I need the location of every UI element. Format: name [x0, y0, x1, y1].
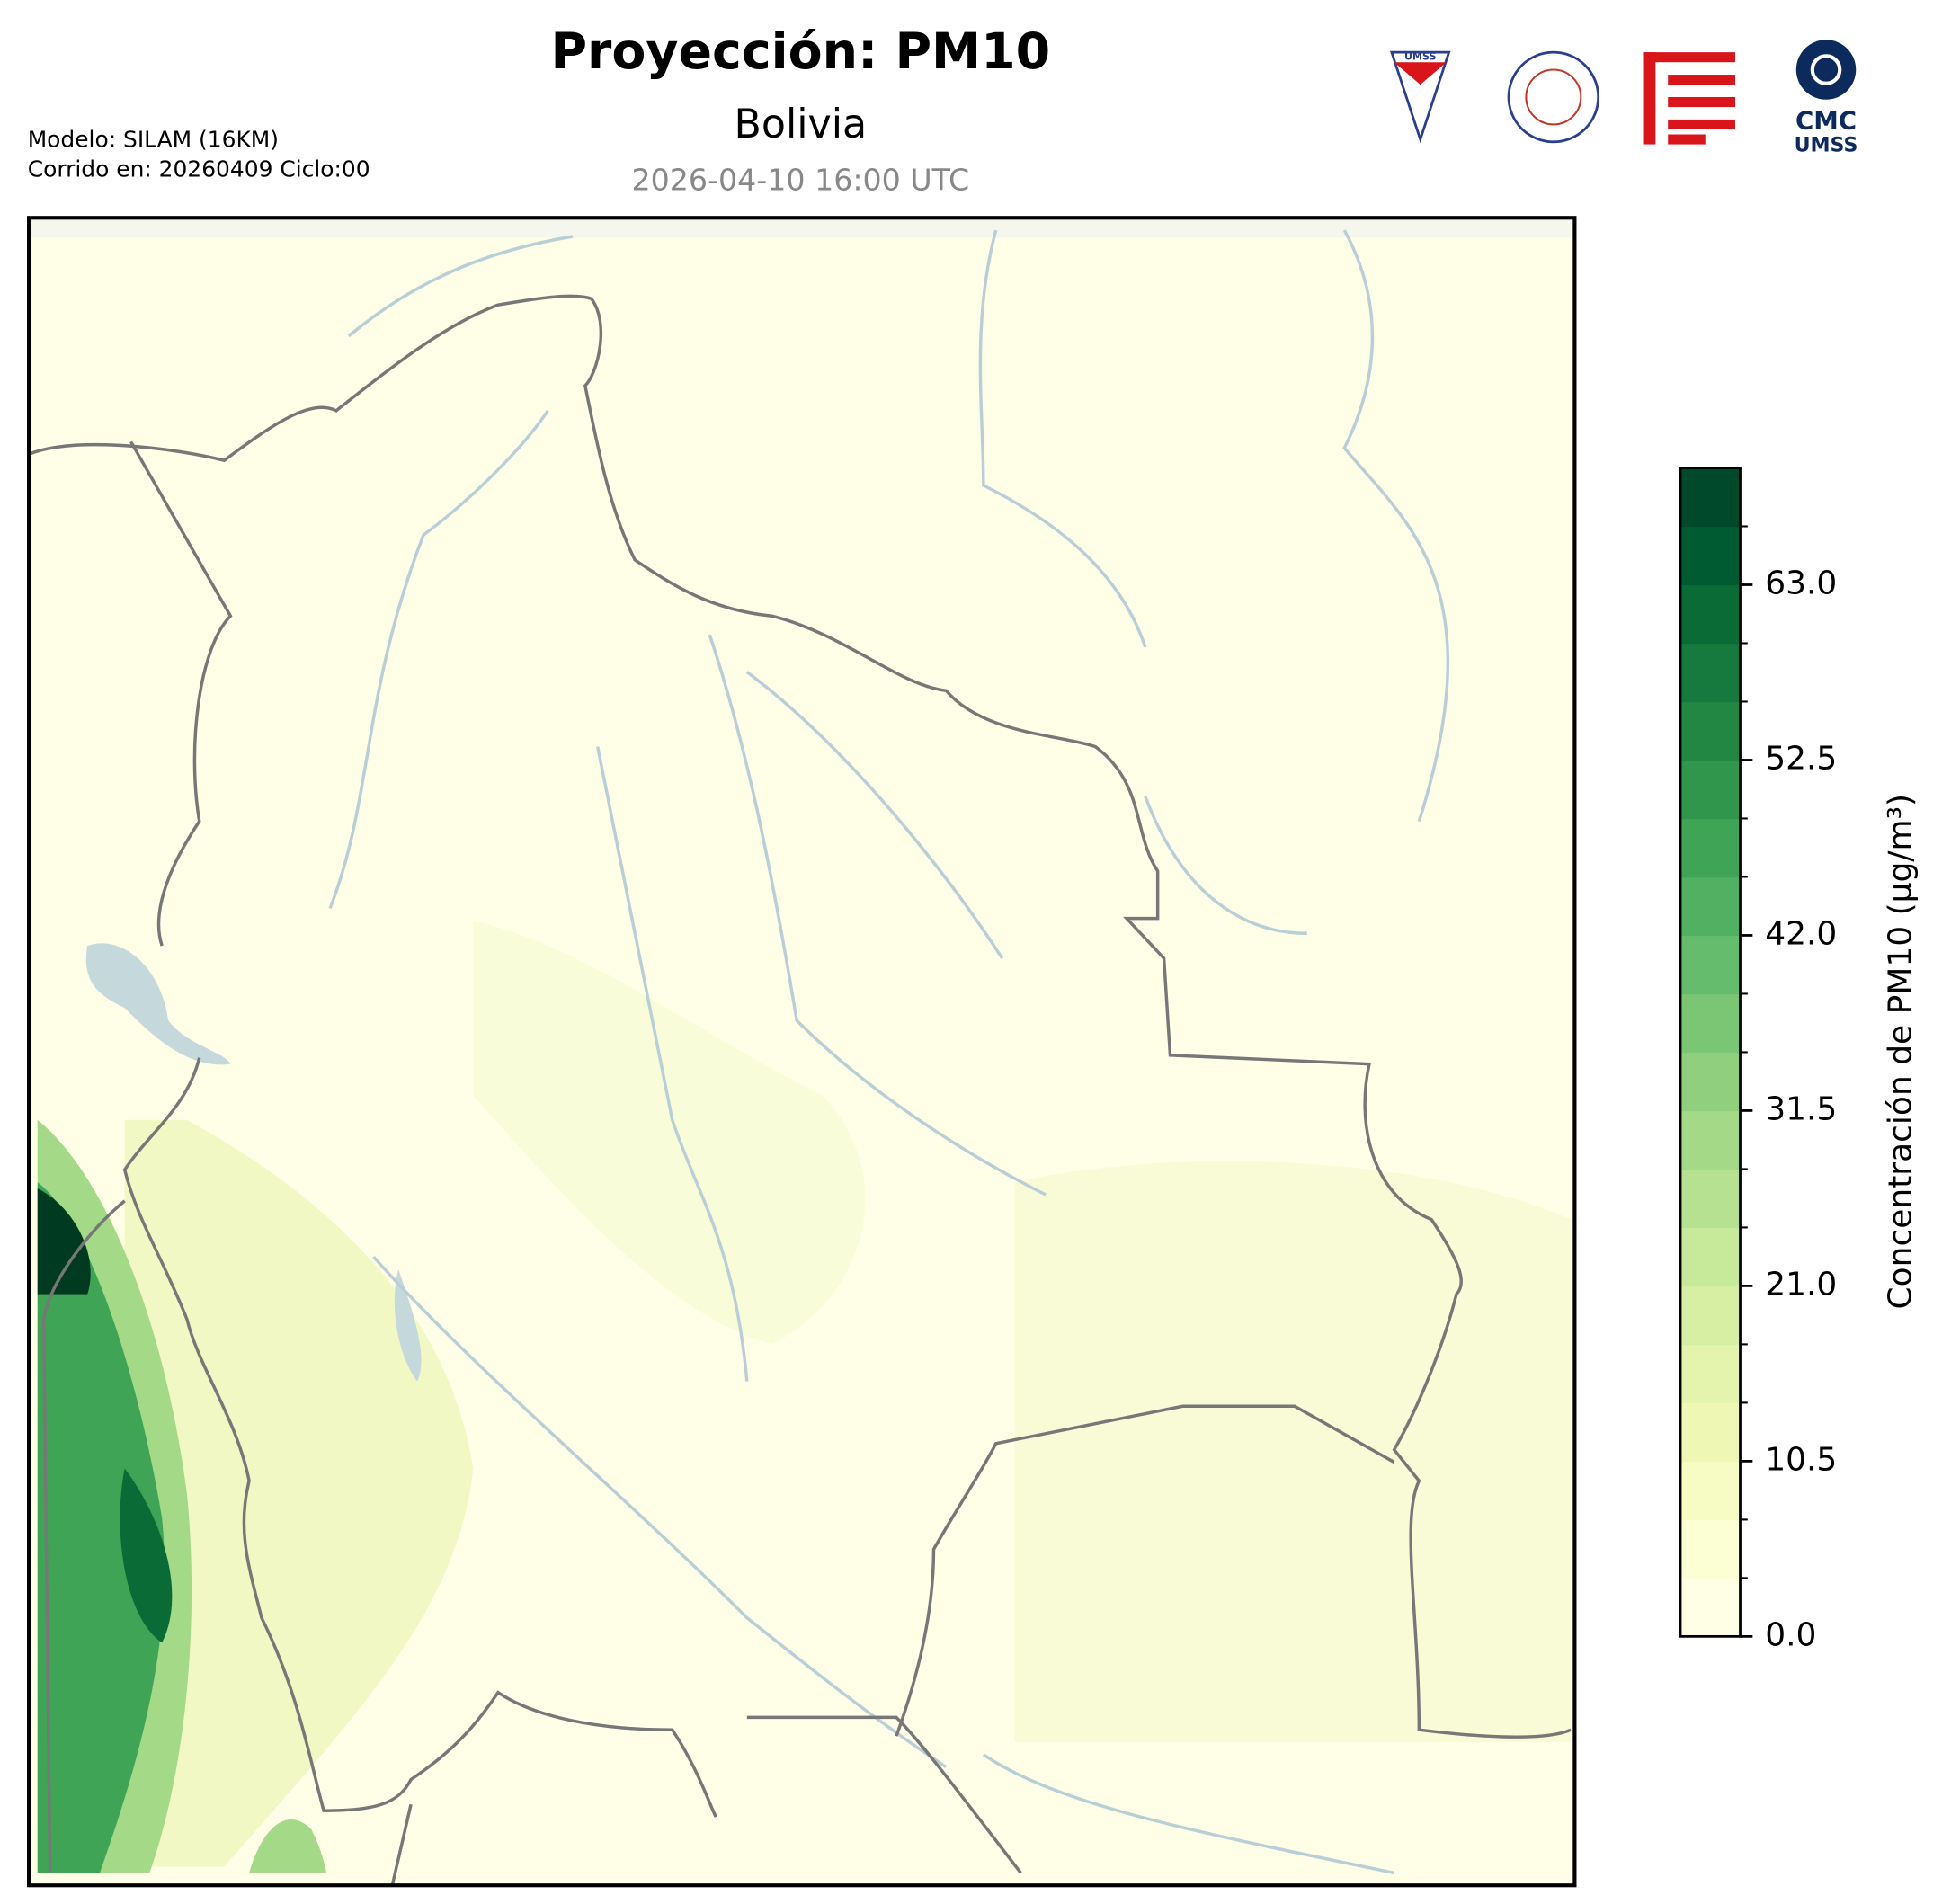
subtitle: Bolivia: [734, 102, 867, 147]
colorbar-label: Concentración de PM10 (µg/m³): [1882, 794, 1919, 1309]
logo-red: [1643, 52, 1735, 145]
colorbar-tick-label: 52.5: [1765, 740, 1837, 777]
colorbar-tick-label: 0.0: [1765, 1616, 1816, 1653]
colorbar-band: [1680, 1461, 1741, 1521]
map-frame: [26, 216, 1577, 1888]
colorbar-band: [1680, 876, 1741, 937]
colorbar-band: [1680, 935, 1741, 995]
colorbar-band: [1680, 701, 1741, 761]
shade: [37, 1188, 91, 1295]
shade: [120, 1468, 173, 1643]
colorbar-band: [1680, 1227, 1741, 1287]
shade: [1014, 1161, 1572, 1743]
colorbar-band: [1680, 526, 1741, 586]
colorbar-band: [1680, 1286, 1741, 1346]
colorbar-band: [1680, 1344, 1741, 1404]
logo-cmc-text: CMC: [1795, 106, 1857, 136]
colorbar-tick-label: 10.5: [1765, 1441, 1837, 1478]
colorbar: 0.0 10.5 21.0 31.5 42.0 52.5 63.0: [1679, 467, 1837, 1653]
logo-umss-text: UMSS: [1404, 51, 1436, 63]
colorbar-tick-label: 31.5: [1765, 1090, 1837, 1127]
colorbar-tick-label: 42.0: [1765, 915, 1837, 952]
borders: [28, 294, 1572, 1886]
colorbar-band: [1680, 1519, 1741, 1579]
valid-time: 2026-04-10 16:00 UTC: [631, 163, 969, 198]
run-label: Corrido en: 20260409 Ciclo:00: [28, 156, 370, 182]
shade: [124, 1119, 474, 1867]
colorbar-band: [1680, 584, 1741, 645]
colorbar-band: [1680, 1402, 1741, 1463]
logo-fisica: [1507, 50, 1600, 144]
map: [26, 216, 1577, 1888]
colorbar-band: [1680, 1578, 1741, 1638]
shade: [37, 1182, 165, 1873]
logo-cmc-sub: UMSS: [1795, 133, 1858, 156]
rivers: [328, 229, 1450, 1875]
colorbar-band: [1680, 818, 1741, 878]
colorbar-tick-label: 21.0: [1765, 1266, 1837, 1303]
colorbar-band: [1680, 993, 1741, 1054]
logo-cmc: CMC UMSS: [1795, 40, 1858, 156]
colorbar-band: [1680, 1052, 1741, 1112]
lake: [394, 1269, 422, 1382]
shade: [473, 921, 866, 1345]
colorbar-frame: [1679, 467, 1742, 1638]
colorbar-band: [1680, 1169, 1741, 1229]
colorbar-band: [1680, 467, 1741, 528]
colorbar-tick-label: 63.0: [1765, 565, 1837, 601]
lake: [85, 943, 231, 1065]
shade: [249, 1819, 326, 1873]
map-edge: [29, 218, 1575, 238]
model-label: Modelo: SILAM (16KM): [28, 126, 279, 152]
logo-umss: UMSS: [1389, 51, 1451, 144]
colorbar-band: [1680, 760, 1741, 820]
title: Proyección: PM10: [550, 23, 1050, 81]
colorbar-band: [1680, 643, 1741, 703]
colorbar-band: [1680, 1110, 1741, 1170]
